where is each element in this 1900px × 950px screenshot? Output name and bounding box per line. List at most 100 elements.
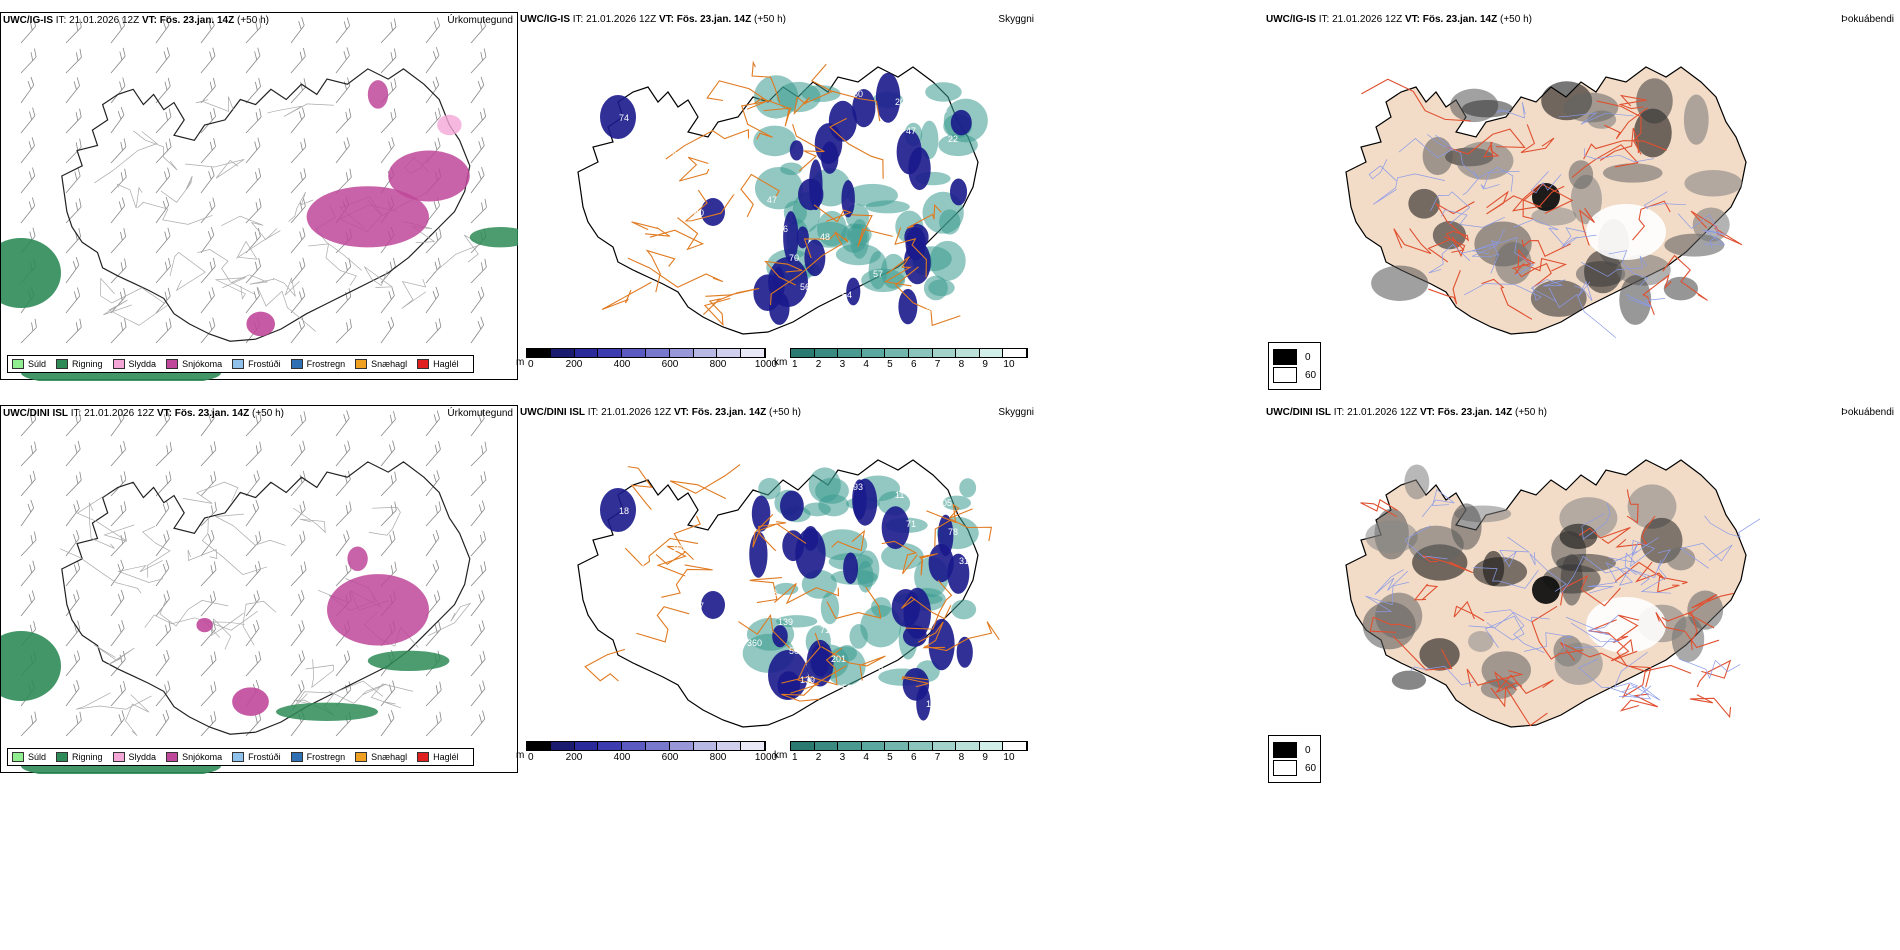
scale-tick: 4 <box>863 752 869 763</box>
wind-barb <box>425 529 440 557</box>
wind-barb <box>65 318 82 344</box>
road-line <box>305 659 334 689</box>
legend-label: Snjókoma <box>182 752 223 762</box>
scale-tick: 600 <box>661 752 679 763</box>
scale-tick: 8 <box>958 359 965 370</box>
fog-index-legend: 0 60 <box>1268 342 1322 390</box>
fog-legend-swatch <box>1273 367 1297 383</box>
init-time: IT: 21.01.2026 12Z <box>55 15 140 26</box>
wind-barb <box>425 257 441 284</box>
wind-barb <box>335 318 352 344</box>
wind-barb <box>245 168 262 194</box>
scale-tick: 200 <box>565 359 583 370</box>
road-line <box>1468 611 1550 629</box>
visibility-value: 11 <box>895 490 904 500</box>
scale-tick: 3 <box>839 359 846 370</box>
road-line <box>1558 112 1634 125</box>
road-line <box>267 103 334 117</box>
road-line <box>669 464 741 500</box>
road-line <box>906 203 942 229</box>
visibility-scale-km: km 1 2 3 4 5 6 7 8 9 10 <box>774 348 1028 370</box>
wind-barb <box>425 17 441 44</box>
road-line <box>1678 658 1741 680</box>
wind-barb <box>155 590 170 617</box>
wind-barb <box>155 410 170 437</box>
wind-barb <box>380 48 397 74</box>
scale-tick: 2 <box>815 752 822 763</box>
road-line <box>1522 183 1574 220</box>
fog-legend-item: 60 <box>1273 367 1316 383</box>
road-line <box>1484 609 1545 654</box>
wind-barb <box>20 560 36 587</box>
wind-barb <box>290 107 306 134</box>
fog-legend-label: 0 <box>1305 744 1311 756</box>
visibility-value: 93 <box>853 482 863 492</box>
wind-barb <box>110 197 126 224</box>
legend-swatch <box>232 752 245 762</box>
road-line <box>1573 280 1593 301</box>
visibility-value: 88 <box>641 564 651 574</box>
road-line <box>1616 638 1652 688</box>
wind-barb <box>470 590 485 617</box>
fog-legend-swatch <box>1273 742 1297 758</box>
snow-area <box>347 546 368 572</box>
road-line <box>100 277 166 304</box>
road-line <box>169 251 206 292</box>
visibility-m-area <box>783 211 799 263</box>
wind-barb <box>200 441 217 467</box>
road-line <box>1604 107 1648 140</box>
model-name: UWC/IG-IS <box>520 14 570 25</box>
scale-tick: 10 <box>1003 359 1015 370</box>
road-line <box>793 90 834 116</box>
legend-label: Frostúði <box>248 359 281 369</box>
road-line <box>94 131 158 184</box>
wind-barb <box>20 318 37 344</box>
visibility-value: 91 <box>683 179 693 189</box>
precip-map <box>1 409 487 774</box>
visibility-scale-m: m 0 200 400 600 800 1000 <box>516 348 777 370</box>
road-line <box>93 644 135 665</box>
wind-barb <box>425 107 441 134</box>
wind-barb <box>245 47 261 74</box>
fog-index-area <box>1559 523 1598 550</box>
road-line <box>631 221 671 237</box>
wind-barb <box>65 590 80 617</box>
wind-barb <box>155 16 170 44</box>
fog-index-area <box>1365 520 1418 554</box>
legend-item: Súld <box>12 359 46 369</box>
legend-item: Frostúði <box>232 359 281 369</box>
road-line <box>308 243 357 286</box>
scale-bar <box>790 741 1028 751</box>
wind-barb <box>20 470 36 497</box>
scale-ticks: 0 200 400 600 800 1000 <box>526 358 777 370</box>
wind-barb <box>200 711 217 737</box>
wind-barb <box>245 137 261 164</box>
visibility-m-area <box>846 277 861 306</box>
snow-area <box>232 687 269 716</box>
scale-unit: m <box>516 750 525 761</box>
scale-tick: 6 <box>910 752 917 763</box>
visibility-value: 139 <box>778 617 793 627</box>
panel-title: UWC/IG-IS IT: 21.01.2026 12Z VT: Fös. 23… <box>520 14 786 25</box>
visibility-m-area <box>804 239 826 277</box>
road-line <box>828 117 884 179</box>
road-line <box>1511 184 1565 212</box>
wind-barb <box>470 48 487 74</box>
scale-tick: 400 <box>613 752 631 763</box>
wind-barb <box>200 317 216 344</box>
wind-barb <box>110 589 125 617</box>
wind-barb <box>380 440 396 467</box>
wind-barb <box>245 108 262 134</box>
road-line <box>1520 124 1555 154</box>
wind-barb <box>380 410 396 437</box>
road-line <box>1392 635 1453 671</box>
road-line <box>103 299 168 326</box>
road-line <box>1608 250 1649 287</box>
wind-barb <box>65 650 81 677</box>
visibility-value: 139 <box>800 675 815 685</box>
fog-index-area <box>1404 464 1430 500</box>
visibility-value: 22 <box>948 134 958 144</box>
visibility-value: 56 <box>800 282 810 292</box>
fog-index-area <box>1530 279 1587 317</box>
visibility-m-area <box>898 288 918 325</box>
